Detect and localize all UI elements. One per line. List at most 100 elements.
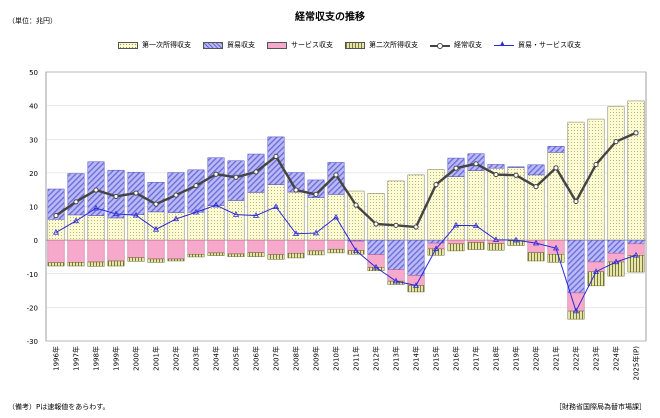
bar-secondary-income [507, 240, 525, 246]
bar-services [107, 239, 125, 262]
point-trade-services [632, 251, 640, 258]
point-current-account [493, 171, 499, 178]
x-tick-label: 2025年(P) [632, 346, 641, 381]
x-tick-label: 1999年 [112, 346, 121, 371]
y-tick-label: 40 [29, 103, 38, 111]
bar-trade [627, 239, 645, 245]
point-current-account [293, 187, 299, 193]
y-tick-label: 30 [29, 136, 38, 144]
line-current-account [55, 131, 637, 229]
point-current-account [413, 224, 419, 230]
legend-services: サービス収支 [267, 40, 333, 50]
x-tick-label: 2019年 [512, 346, 521, 371]
point-trade-services [552, 244, 560, 251]
bar-secondary-income [627, 255, 645, 273]
bar-primary-income [87, 215, 105, 241]
bar-services [147, 239, 165, 260]
bar-secondary-income [127, 257, 145, 262]
bar-secondary-income [227, 253, 245, 257]
point-trade-services [92, 204, 100, 211]
x-tick-label: 2007年 [272, 346, 281, 371]
bar-primary-income [627, 100, 645, 241]
point-trade-services [152, 225, 160, 232]
point-trade-services [132, 211, 140, 218]
bar-primary-income [127, 214, 145, 241]
x-tick-label: 2015年 [432, 346, 441, 371]
bar-primary-income [247, 192, 265, 241]
legend-swatch-secondary-income [345, 41, 365, 49]
bar-services [267, 239, 285, 255]
point-trade-services [192, 208, 200, 215]
x-tick-label: 2024年 [612, 346, 621, 371]
bar-secondary-income [307, 250, 325, 256]
bar-primary-income [207, 205, 225, 241]
y-tick-label: -30 [27, 338, 38, 346]
source-label: ［財務省国際局為替市場課］ [555, 403, 646, 411]
point-current-account [573, 198, 579, 205]
point-current-account [253, 169, 259, 175]
bar-primary-income [367, 193, 385, 241]
bar-secondary-income [327, 248, 345, 254]
bar-services [47, 239, 65, 263]
point-current-account [333, 172, 339, 178]
bar-trade [267, 136, 285, 185]
bar-trade [607, 239, 625, 254]
point-trade-services [292, 230, 300, 236]
bar-primary-income [187, 211, 205, 241]
bar-services [287, 239, 305, 254]
bar-secondary-income [527, 252, 545, 262]
bar-secondary-income [247, 252, 265, 257]
line-trade-services [55, 204, 637, 313]
bar-secondary-income [67, 262, 85, 267]
bar-services [167, 239, 185, 260]
x-tick-label: 2000年 [132, 346, 141, 371]
bar-services [227, 239, 245, 255]
bar-trade [187, 169, 205, 213]
x-tick-label: 2018年 [492, 346, 501, 371]
legend-label-current-account: 経常収支 [454, 41, 482, 49]
x-tick-label: 2002年 [172, 346, 181, 371]
point-current-account [533, 184, 539, 190]
point-trade-services [72, 217, 80, 224]
point-current-account [113, 193, 119, 200]
bar-secondary-income [547, 253, 565, 263]
x-tick-label: 2006年 [252, 346, 261, 371]
bar-trade [547, 146, 565, 153]
legend-label-services: サービス収支 [291, 41, 333, 49]
point-trade-services [332, 213, 340, 220]
x-tick-label: 2017年 [472, 346, 481, 371]
x-tick-label: 2023年 [592, 346, 601, 371]
bar-services [387, 269, 405, 282]
point-trade-services [592, 268, 600, 274]
bar-trade [207, 157, 225, 206]
legend-secondary-income: 第二次所得収支 [345, 40, 418, 50]
bar-primary-income [407, 174, 425, 241]
point-current-account [613, 139, 619, 145]
point-trade-services [392, 277, 400, 284]
point-trade-services [612, 258, 620, 265]
bar-primary-income [567, 121, 585, 241]
bar-trade [567, 239, 585, 294]
bar-services [627, 243, 645, 256]
x-tick-label: 1998年 [92, 346, 101, 371]
footnote: （備考）Pは速報値をあらわす。 [8, 403, 110, 411]
legend-swatch-primary-income [118, 41, 138, 49]
point-current-account [353, 202, 359, 208]
bar-services [67, 239, 85, 263]
point-current-account [313, 191, 319, 197]
bar-services [187, 239, 205, 255]
point-current-account [473, 161, 479, 167]
bar-secondary-income [467, 242, 485, 250]
bar-services [347, 240, 365, 251]
bar-trade [147, 182, 165, 213]
legend-swatch-trade-services [494, 40, 514, 49]
bar-trade [407, 239, 425, 276]
bar-secondary-income [147, 258, 165, 263]
point-current-account [193, 183, 199, 189]
y-tick-label: 10 [29, 204, 38, 212]
legend-swatch-current-account [430, 42, 450, 49]
point-trade-services [492, 236, 500, 242]
bar-primary-income [387, 180, 405, 241]
bar-trade [587, 239, 605, 263]
bar-primary-income [487, 167, 505, 241]
